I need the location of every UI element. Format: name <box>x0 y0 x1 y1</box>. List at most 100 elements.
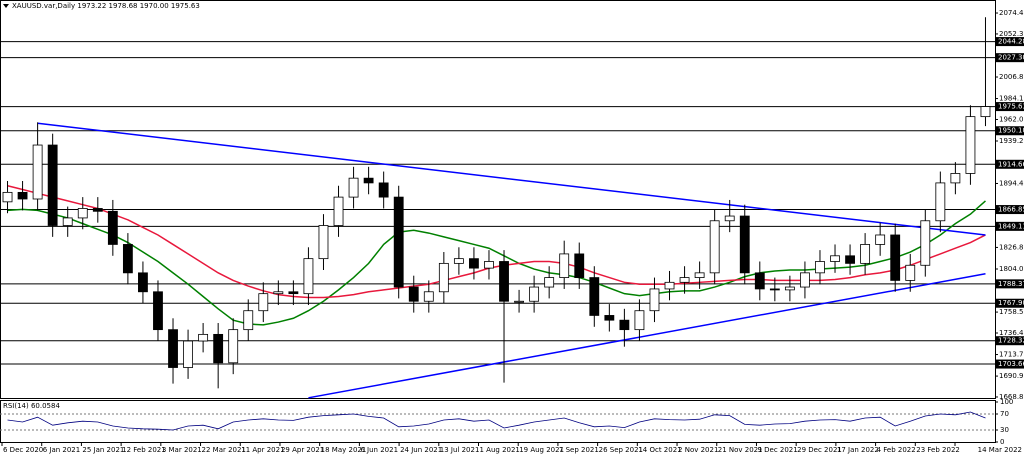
y-tick-label: 1668.88 <box>999 393 1024 401</box>
candle-body <box>32 144 43 200</box>
level-label: 1849.11 <box>998 222 1024 230</box>
rsi-pane-border <box>0 400 996 443</box>
candle-body <box>589 277 600 316</box>
candle-body <box>875 234 886 245</box>
level-label-box <box>996 37 1024 47</box>
level-label: 1914.66 <box>998 160 1024 168</box>
y-tick-label: 1690.95 <box>999 372 1024 380</box>
candle-body <box>815 261 825 274</box>
candle-body <box>17 191 28 200</box>
candle-body <box>574 253 585 278</box>
candle-body <box>62 217 73 226</box>
candle-body <box>769 288 780 291</box>
candle-body <box>920 220 931 266</box>
x-tick-label: 19 Aug 2021 <box>519 446 564 454</box>
x-tick-label: 6 Jan 2021 <box>43 446 81 454</box>
x-tick-label: 29 Apr 2021 <box>281 446 324 454</box>
level-label-box <box>996 298 1024 308</box>
candle-body <box>709 220 720 274</box>
candle-body <box>499 261 509 302</box>
candle-body <box>408 286 419 302</box>
candle-body <box>784 286 795 291</box>
candle-body <box>679 277 690 283</box>
x-tick-label: 14 Oct 2021 <box>638 446 681 454</box>
level-label: 1866.85 <box>998 206 1024 214</box>
candle-body <box>258 293 269 312</box>
candle-body <box>800 272 810 288</box>
candle-body <box>393 196 404 288</box>
x-tick-label: 11 Apr 2021 <box>241 446 284 454</box>
candle-body <box>619 319 630 331</box>
candle-body <box>980 106 991 118</box>
y-tick-label: 1736.45 <box>999 329 1024 337</box>
candle-body <box>228 329 239 364</box>
candle-body <box>559 253 570 278</box>
candle-body <box>484 261 494 269</box>
candle-body <box>2 191 13 203</box>
candle-body <box>935 182 946 222</box>
x-tick-label: 21 Nov 2021 <box>718 446 763 454</box>
y-tick-label: 2052.35 <box>999 30 1024 38</box>
level-label-box <box>996 205 1024 215</box>
x-tick-label: 7 Sep 2021 <box>559 446 599 454</box>
rsi-y-tick-label: 100 <box>1000 398 1013 406</box>
candle-body <box>92 208 103 212</box>
candle-body <box>138 272 148 293</box>
candle-body <box>47 144 58 226</box>
candle-body <box>453 258 464 264</box>
candle-body <box>303 258 314 295</box>
rsi-line <box>7 411 986 431</box>
candle-body <box>724 215 735 222</box>
candle-body <box>348 177 359 198</box>
y-tick-label: 1894.40 <box>999 179 1024 187</box>
x-tick-label: 24 Jun 2021 <box>400 446 442 454</box>
y-tick-label: 2074.45 <box>999 9 1024 17</box>
level-label: 2027.30 <box>998 54 1024 62</box>
trendline <box>37 122 986 236</box>
candle-body <box>288 291 299 295</box>
level-label-box <box>996 159 1024 169</box>
candle-body <box>965 116 976 174</box>
candle-body <box>634 310 645 331</box>
level-label-box <box>996 336 1024 346</box>
moving-average <box>7 185 986 299</box>
candle-body <box>649 288 660 312</box>
candle-body <box>890 234 901 281</box>
candle-body <box>77 208 88 219</box>
candle-body <box>845 255 855 264</box>
candle-body <box>469 258 479 269</box>
candle-body <box>754 272 765 290</box>
candle-body <box>107 210 118 245</box>
title-arrow <box>3 4 9 8</box>
trendline <box>308 273 986 399</box>
level-label: 1728.32 <box>998 337 1024 345</box>
level-label: 1975.63 <box>998 103 1024 111</box>
candle-body <box>529 286 540 302</box>
y-tick-label: 1713.70 <box>999 351 1024 359</box>
candle-body <box>153 291 163 331</box>
rsi-y-tick-label: 70 <box>1000 410 1009 418</box>
x-tick-label: 4 Feb 2022 <box>877 446 916 454</box>
level-label: 1703.66 <box>998 360 1024 368</box>
y-tick-label: 1826.85 <box>999 243 1024 251</box>
x-tick-label: 17 Jan 2022 <box>837 446 879 454</box>
candle-body <box>183 340 193 368</box>
candle-body <box>363 177 374 184</box>
y-tick-label: 1939.25 <box>999 137 1024 145</box>
x-tick-label: 25 Jan 2021 <box>82 446 124 454</box>
rsi-y-tick-label: 30 <box>1000 426 1009 434</box>
candle-body <box>544 277 555 288</box>
level-label-box <box>996 126 1024 136</box>
x-tick-label: 23 Feb 2022 <box>916 446 960 454</box>
main-pane-border <box>0 0 996 399</box>
level-label: 1950.10 <box>998 127 1024 135</box>
rsi-title: RSI(14) 60.0584 <box>3 402 60 410</box>
candle-body <box>198 333 209 342</box>
candle-body <box>438 262 449 293</box>
level-label: 1767.90 <box>998 299 1024 307</box>
candle-body <box>423 291 434 302</box>
x-tick-label: 3 Mar 2021 <box>162 446 202 454</box>
x-tick-label: 9 Dec 2021 <box>757 446 797 454</box>
level-label-box <box>996 359 1024 369</box>
